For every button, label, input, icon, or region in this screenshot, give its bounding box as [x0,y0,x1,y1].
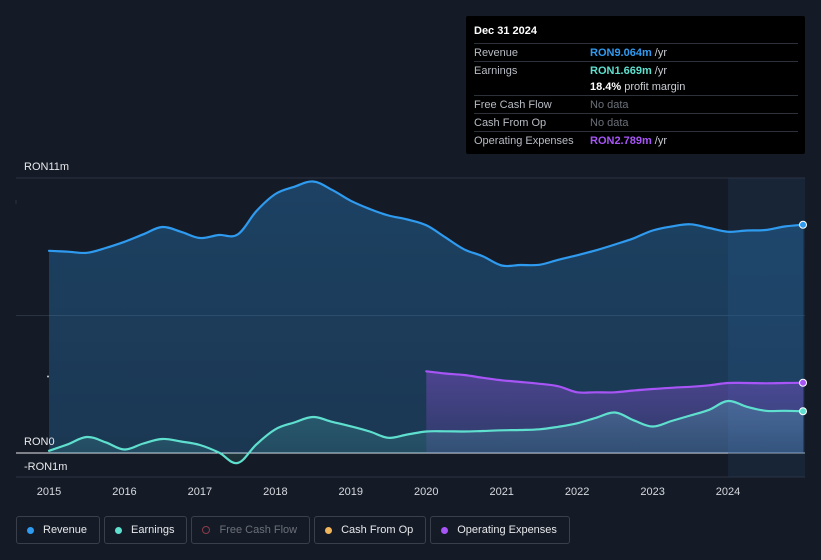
legend-opex[interactable]: Operating Expenses [430,516,570,544]
tooltip-row-margin: 18.4% profit margin [474,79,798,95]
tooltip-earnings-unit: /yr [654,64,667,77]
tooltip-earnings-value: RON1.669m [590,64,652,77]
x-axis-tick-label: 2015 [37,486,61,498]
tooltip-row-opex: Operating Expenses RON2.789m /yr [474,131,798,149]
tooltip-row-fcf: Free Cash Flow No data [474,95,798,113]
opex-end-marker[interactable] [799,378,807,387]
tooltip-margin-value: 18.4% [590,81,622,93]
x-axis-tick-label: 2016 [112,486,136,498]
tooltip-row-earnings: Earnings RON1.669m /yr [474,61,798,79]
legend-opex-label: Operating Expenses [457,524,557,536]
financial-chart[interactable]: RON11m RON0 -RON1m 2015 2016 2017 2018 2019 202… [0,0,821,512]
tooltip-opex-label: Operating Expenses [474,134,574,147]
legend-fcf[interactable]: Free Cash Flow [191,516,311,544]
legend-earnings-dot-icon [115,526,123,534]
legend-cfo-dot-icon [325,526,333,534]
tooltip-revenue-label: Revenue [474,46,519,59]
y-axis-labels: RON11m RON0 -RON1m [24,161,69,473]
x-axis-tick-label: 2021 [489,486,513,498]
legend-fcf-dot-icon [202,526,211,534]
revenue-area [49,181,804,453]
data-tooltip: Dec 31 2024 Revenue RON9.064m /yr Earnin… [466,16,805,154]
tooltip-cfo-label: Cash From Op [474,116,547,129]
legend-fcf-label: Free Cash Flow [219,524,298,536]
tooltip-row-cfo: Cash From Op No data [474,113,798,131]
revenue-line [47,180,805,268]
legend-revenue-dot-icon [27,526,34,534]
tooltip-fcf-label: Free Cash Flow [474,98,552,111]
tooltip-fcf-value: No data [590,98,629,111]
left-axis-marker [47,375,49,378]
y-axis-label: RON0 [24,436,55,448]
y-axis-label: RON11m [24,161,69,173]
legend-earnings-label: Earnings [131,524,175,536]
x-axis-tick-label: 2018 [263,486,287,498]
earnings-line [47,399,805,465]
y-axis-label: -RON1m [24,461,67,473]
tooltip-revenue-unit: /yr [654,46,667,59]
legend-revenue-label: Revenue [43,524,88,536]
legend-cfo[interactable]: Cash From Op [314,516,427,544]
x-axis-tick-label: 2019 [339,486,363,498]
tooltip-revenue-value: RON9.064m [590,46,652,59]
x-axis-tick-label: 2024 [716,486,740,498]
tooltip-earnings-label: Earnings [474,64,518,77]
legend-earnings[interactable]: Earnings [104,516,188,544]
x-axis-tick-label: 2017 [188,486,212,498]
opex-line [425,370,805,394]
revenue-end-marker[interactable] [799,220,807,229]
earnings-end-marker[interactable] [799,407,807,416]
tooltip-opex-value: RON2.789m [590,134,652,147]
x-axis-ticks: 2015 2016 2017 2018 2019 2020 2021 2022 2023 2024 [37,486,741,498]
legend-cfo-label: Cash From Op [341,524,414,536]
series-end-markers[interactable] [47,220,807,416]
x-axis-tick-label: 2023 [640,486,664,498]
tooltip-row-revenue: Revenue RON9.064m /yr [474,43,798,61]
tooltip-margin-text: profit margin [624,81,686,93]
x-axis-tick-label: 2022 [565,486,589,498]
legend-revenue[interactable]: Revenue [16,516,101,544]
chart-legend: Revenue Earnings Free Cash Flow Cash Fro… [16,516,570,544]
tooltip-date: Dec 31 2024 [474,25,537,37]
series-lines [47,180,805,465]
legend-opex-dot-icon [441,526,449,534]
x-axis-tick-label: 2020 [414,486,438,498]
tooltip-opex-unit: /yr [654,134,667,147]
tooltip-cfo-value: No data [590,116,629,129]
